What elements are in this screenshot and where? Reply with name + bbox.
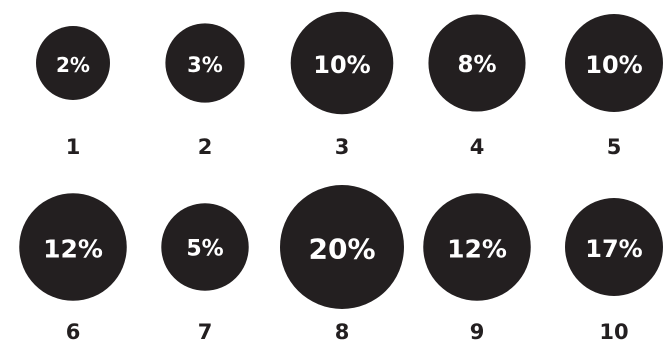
bubble — [565, 14, 663, 112]
bubbles-layer: 2% 1 3% 2 10% 3 8% 4 10% 5 12% 6 5% 7 20% 8 12% 9 17% 10 — [19, 11, 663, 344]
bubble-category-label: 4 — [470, 135, 485, 159]
bubble-category-label: 6 — [66, 320, 81, 344]
bubble-group: 3% 2 — [165, 23, 245, 159]
bubble — [19, 193, 127, 301]
bubble-value-label: 20% — [308, 233, 375, 266]
bubble — [290, 11, 394, 115]
bubble-category-label: 8 — [335, 320, 350, 344]
bubble-value-label: 8% — [457, 52, 496, 78]
bubble — [280, 185, 404, 309]
bubble-value-label: 5% — [186, 237, 223, 262]
bubble-group: 2% 1 — [36, 26, 110, 159]
bubble-group: 10% 3 — [290, 11, 394, 159]
bubble-value-label: 17% — [585, 235, 642, 263]
bubble — [36, 26, 110, 100]
bubble-group: 12% 6 — [19, 193, 127, 344]
bubble-group: 17% 10 — [565, 198, 663, 344]
bubble-category-label: 7 — [198, 320, 213, 344]
bubble-category-label: 5 — [607, 135, 622, 159]
bubble — [565, 198, 663, 296]
bubble-category-label: 10 — [599, 320, 628, 344]
bubble — [161, 203, 249, 291]
bubble-group: 12% 9 — [423, 193, 531, 344]
bubble-category-label: 9 — [470, 320, 485, 344]
bubble-value-label: 12% — [447, 235, 507, 264]
bubble-group: 20% 8 — [280, 185, 404, 344]
bubble-value-label: 10% — [585, 51, 642, 79]
bubble-category-label: 2 — [198, 135, 213, 159]
bubble-category-label: 3 — [335, 135, 350, 159]
bubble-value-label: 12% — [43, 235, 103, 264]
bubble-group: 10% 5 — [565, 14, 663, 159]
bubble-value-label: 2% — [56, 53, 90, 77]
bubble — [428, 14, 526, 112]
bubble-value-label: 10% — [313, 51, 370, 79]
bubble-category-label: 1 — [66, 135, 81, 159]
bubble-group: 5% 7 — [161, 203, 249, 344]
bubble — [423, 193, 531, 301]
bubble-group: 8% 4 — [428, 14, 526, 159]
bubble — [165, 23, 245, 103]
bubble-value-label: 3% — [187, 53, 223, 77]
